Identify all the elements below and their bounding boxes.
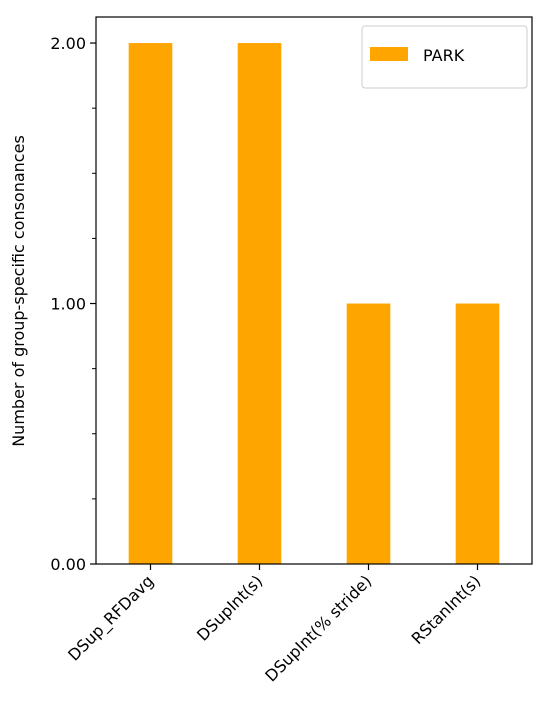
plot-area-frame bbox=[95, 16, 533, 565]
legend: PARK bbox=[361, 25, 528, 89]
x-tick-label: RStanInt(s) bbox=[408, 571, 485, 648]
bar-rstanint-s bbox=[455, 303, 500, 564]
bar-dsupint-stride bbox=[346, 303, 391, 564]
x-axis: DSup_RFDavg DSupInt(s)DSupInt(% stride) RS… bbox=[64, 564, 484, 685]
bar-dsup-rfdavg bbox=[128, 43, 173, 565]
bars-layer bbox=[128, 43, 500, 565]
x-tick-label: DSupInt(% stride) bbox=[261, 571, 375, 685]
y-axis-label: Number of group-specific consonances bbox=[9, 135, 28, 447]
y-axis: 0.00 1.00 2.00 bbox=[50, 34, 96, 574]
legend-box bbox=[361, 25, 528, 89]
x-tick-label: DSupInt(s) bbox=[193, 571, 266, 644]
y-tick-label: 0.00 bbox=[50, 555, 86, 574]
legend-label-park: PARK bbox=[423, 46, 465, 65]
x-tick-label: DSup_RFDavg bbox=[64, 571, 158, 665]
y-tick-label: 2.00 bbox=[50, 34, 86, 53]
bar-dsupint-s bbox=[237, 43, 282, 565]
y-tick-label: 1.00 bbox=[50, 295, 86, 314]
legend-swatch-park bbox=[370, 47, 408, 61]
